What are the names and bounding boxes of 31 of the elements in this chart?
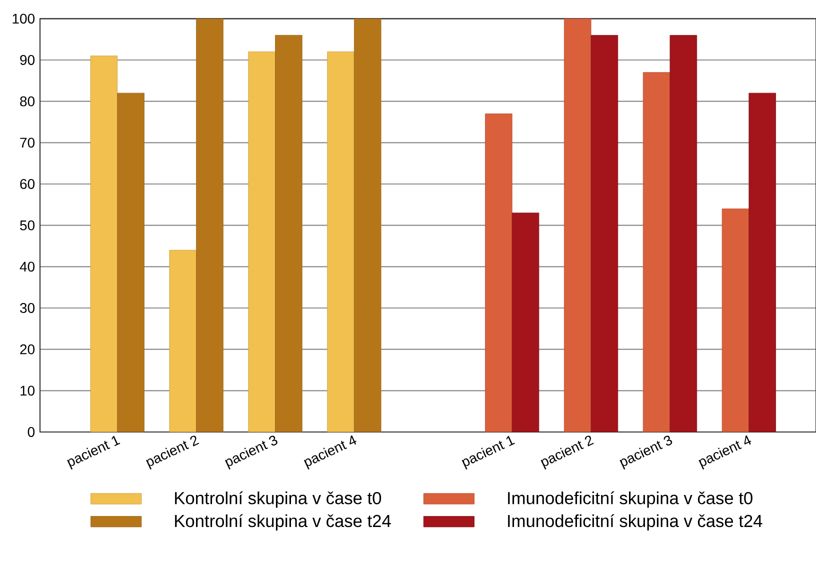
legend-label: Imunodeficitní skupina v čase t24 [508, 514, 762, 531]
y-tick-label: 0 [28, 427, 35, 437]
y-tick-label: 30 [20, 303, 35, 313]
bar [590, 35, 618, 432]
legend-label: Kontrolní skupina v čase t24 [175, 514, 391, 531]
y-tick-label: 60 [20, 179, 35, 189]
y-tick-label: 80 [20, 96, 35, 106]
y-tick-label: 90 [20, 55, 35, 65]
bar [90, 56, 118, 432]
bar [512, 212, 540, 432]
y-tick-label: 20 [20, 344, 35, 354]
bar [117, 92, 144, 432]
bar [169, 250, 197, 432]
legend-label: Kontrolní skupina v čase t0 [175, 491, 382, 508]
y-tick-label: 50 [20, 220, 35, 230]
legend-label: Imunodeficitní skupina v čase t0 [508, 491, 752, 508]
bar [642, 72, 670, 432]
bar [248, 52, 276, 432]
y-tick-label: 40 [20, 262, 35, 272]
bar [748, 92, 776, 432]
bar [327, 52, 354, 432]
y-tick-label: 70 [20, 138, 35, 148]
bar [354, 18, 382, 432]
bar [275, 35, 302, 432]
bar [564, 18, 592, 432]
bar [722, 208, 750, 432]
bar [485, 114, 512, 432]
bar [196, 18, 224, 432]
bar [670, 35, 698, 432]
y-tick-label: 100 [12, 14, 35, 24]
y-tick-label: 10 [20, 386, 35, 396]
